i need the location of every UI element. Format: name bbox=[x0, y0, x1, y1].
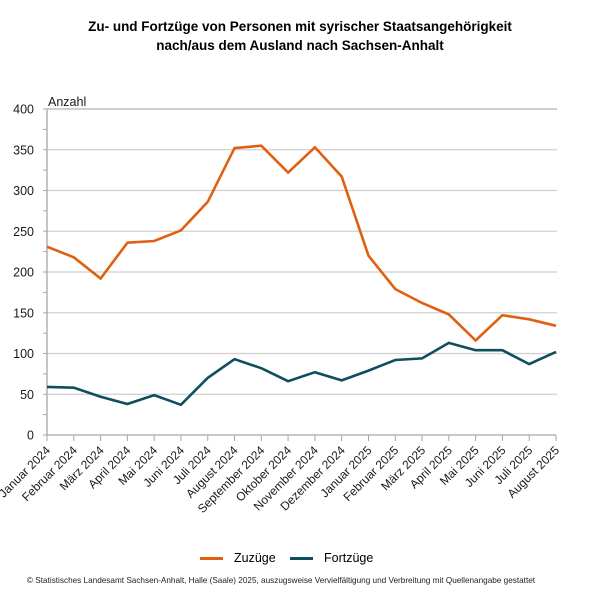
y-tick-label: 200 bbox=[13, 266, 34, 280]
legend-item-fortzuege[interactable]: Fortzüge bbox=[290, 549, 373, 567]
y-tick-labels: 0 50 100 150 200 250 300 350 400 bbox=[13, 103, 34, 443]
chart-title-line-1: Zu- und Fortzüge von Personen mit syrisc… bbox=[88, 19, 512, 34]
axes bbox=[43, 108, 557, 441]
y-tick-label: 300 bbox=[13, 184, 34, 198]
series-line-zuzuege bbox=[46, 144, 557, 343]
chart-title: Zu- und Fortzüge von Personen mit syrisc… bbox=[0, 17, 600, 55]
legend-label-fortzuege: Fortzüge bbox=[324, 551, 374, 565]
y-tick-label: 250 bbox=[13, 225, 34, 239]
legend-label-zuzuege: Zuzüge bbox=[234, 551, 276, 565]
legend-swatch-zuzuege bbox=[200, 556, 223, 560]
y-tick-label: 400 bbox=[13, 103, 34, 117]
y-tick-label: 50 bbox=[20, 388, 34, 402]
y-tick-label: 100 bbox=[13, 347, 34, 361]
series-lines bbox=[46, 144, 557, 407]
y-tick-label: 0 bbox=[27, 429, 34, 443]
series-line-fortzuege bbox=[46, 341, 557, 407]
legend-swatch-fortzuege bbox=[290, 556, 313, 560]
legend-item-zuzuege[interactable]: Zuzüge bbox=[200, 549, 276, 567]
y-tick-label: 350 bbox=[13, 143, 34, 157]
gridlines bbox=[47, 108, 557, 395]
legend: Zuzüge Fortzüge bbox=[0, 549, 600, 567]
y-axis-unit-label: Anzahl bbox=[48, 95, 86, 109]
chart-title-line-2: nach/aus dem Ausland nach Sachsen-Anhalt bbox=[156, 38, 444, 53]
y-tick-label: 150 bbox=[13, 306, 34, 320]
copyright-footer: © Statistisches Landesamt Sachsen-Anhalt… bbox=[27, 576, 536, 585]
